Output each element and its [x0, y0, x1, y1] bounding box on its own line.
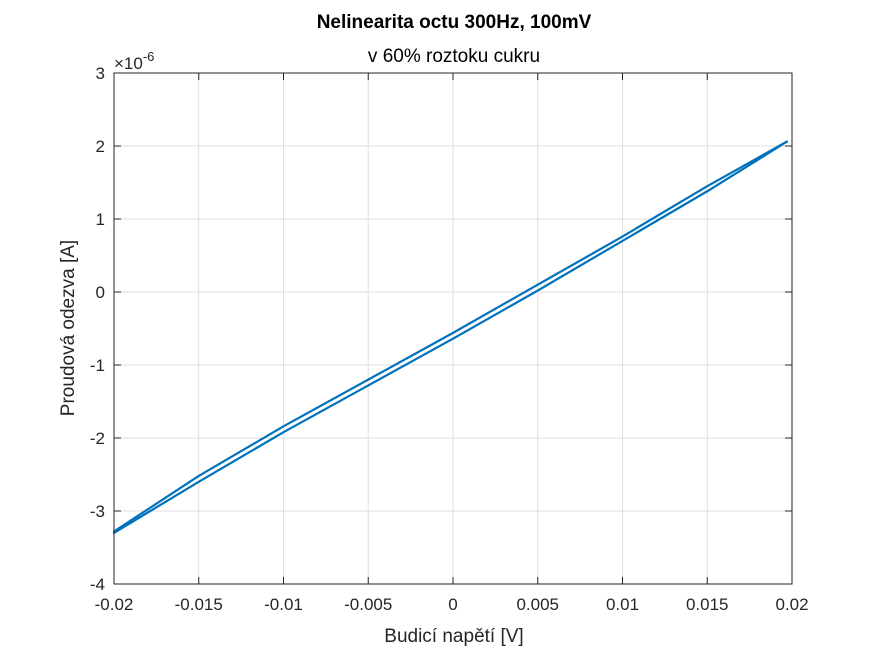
x-tick-label: 0.005: [516, 595, 559, 614]
y-exponent-label: ×10-6: [114, 49, 154, 73]
x-tick-label: -0.005: [344, 595, 392, 614]
x-tick-label: 0: [448, 595, 457, 614]
x-tick-label: 0.015: [686, 595, 729, 614]
y-axis-label: Proudová odezva [A]: [58, 240, 79, 416]
x-tick-label: -0.015: [175, 595, 223, 614]
y-tick-label: 2: [96, 137, 105, 156]
x-tick-label: 0.02: [775, 595, 808, 614]
y-tick-label: -3: [90, 502, 105, 521]
series-line-branch-1: [112, 140, 789, 533]
y-tick-label: 1: [96, 210, 105, 229]
y-tick-label: -4: [90, 575, 105, 594]
x-axis-label: Budicí napětí [V]: [384, 626, 523, 647]
x-tick-label: -0.02: [95, 595, 134, 614]
y-exponent-power: -6: [143, 49, 155, 64]
y-tick-label: -2: [90, 429, 105, 448]
y-tick-label: 0: [96, 283, 105, 302]
x-tick-label: 0.01: [606, 595, 639, 614]
chart-subtitle: v 60% roztoku cukru: [368, 46, 540, 67]
y-tick-label: 3: [96, 64, 105, 83]
chart-title: Nelinearita octu 300Hz, 100mV: [317, 12, 592, 33]
y-tick-label: -1: [90, 356, 105, 375]
series-line-branch-2: [112, 140, 789, 535]
data-layer: [112, 140, 789, 535]
y-exponent-base: ×10: [114, 54, 143, 73]
x-tick-label: -0.01: [264, 595, 303, 614]
ticks: -0.02 -0.015 -0.01 -0.005 0 0.005 0.01 0.015 0.0…: [90, 64, 809, 614]
